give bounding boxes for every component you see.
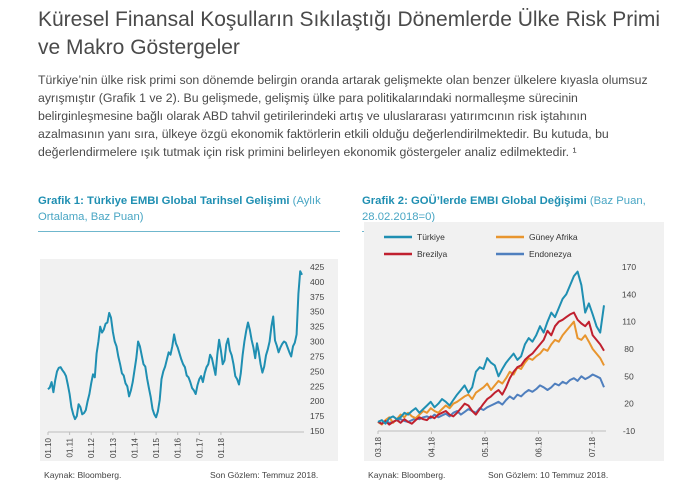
chart2-series-guney-afrika-line xyxy=(377,320,605,426)
chart2-y-tick-label: 50 xyxy=(624,371,634,381)
chart1-y-tick-label: 400 xyxy=(310,277,324,287)
fig1-source: Kaynak: Bloomberg. xyxy=(44,470,122,480)
chart2-y-tick-label: 140 xyxy=(622,289,636,299)
fig2-title-rest: (Baz Puan, 28.02.2018=0) xyxy=(362,195,646,223)
chart2-panel: Türkiye Güney Afrika Brezilya Endonezya 170 1… xyxy=(364,222,664,461)
chart1-y-tick-label: 425 xyxy=(310,262,324,272)
chart1-y-tick-label: 175 xyxy=(310,411,324,421)
chart2-legend-label-endonezya: Endonezya xyxy=(529,249,572,259)
chart1-x-tick-label: 01.18 xyxy=(217,437,226,458)
chart2-y-tick-label: -10 xyxy=(623,426,636,436)
chart2-svg: Türkiye Güney Afrika Brezilya Endonezya 170 1… xyxy=(374,232,636,457)
chart1-svg: 425 400 375 350 325 300 275 250 225 200 175 150 01.1… xyxy=(44,262,324,458)
chart2-x-tick-label: 04.18 xyxy=(428,436,437,457)
chart1-series-turkiye-line xyxy=(47,270,303,421)
chart1-y-tick-label: 300 xyxy=(310,337,324,347)
chart2-legend-label-turkiye: Türkiye xyxy=(417,232,445,242)
chart1-y-tick-label: 375 xyxy=(310,292,324,302)
chart2-x-tick-label: 07.18 xyxy=(588,436,597,457)
chart2-legend-label-brezilya: Brezilya xyxy=(417,249,448,259)
chart2-series-brezilya-line xyxy=(377,311,605,426)
chart1-y-tick-label: 275 xyxy=(310,351,324,361)
chart1-y-tick-label: 225 xyxy=(310,381,324,391)
fig1-title: Grafik 1: Türkiye EMBI Global Tarihsel G… xyxy=(38,193,338,225)
fig1-title-lead: Grafik 1: Türkiye EMBI Global Tarihsel G… xyxy=(38,195,290,207)
fig1-rule xyxy=(38,231,340,232)
chart2-x-tick-label: 06.18 xyxy=(535,436,544,457)
chart2-y-tick-label: 20 xyxy=(624,399,634,409)
intro-paragraph: Türkiye’nin ülke risk primi son dönemde … xyxy=(38,73,648,159)
chart1-y-tick-label: 350 xyxy=(310,307,324,317)
fig1-last-obs: Son Gözlem: Temmuz 2018. xyxy=(210,470,319,480)
chart1-x-tick-label: 01.10 xyxy=(44,437,53,458)
chart2-series-turkiye-line xyxy=(377,270,605,425)
chart1-x-tick-label: 01.16 xyxy=(174,437,183,458)
page-title: Küresel Finansal Koşulların Sıkılaştığı … xyxy=(38,8,661,59)
chart2-y-tick-label: 110 xyxy=(622,317,636,327)
fig2-source: Kaynak: Bloomberg. xyxy=(368,470,446,480)
fig1-title-rest: (Aylık Ortalama, Baz Puan) xyxy=(38,195,321,223)
chart1-y-tick-label: 325 xyxy=(310,322,324,332)
fig2-title: Grafik 2: GOÜ’lerde EMBI Global Değişimi… xyxy=(362,193,662,225)
chart2-x-tick-label: 03.18 xyxy=(374,436,383,457)
chart1-y-tick-label: 250 xyxy=(310,366,324,376)
chart1-x-tick-label: 01.14 xyxy=(130,437,139,458)
fig2-last-obs: Son Gözlem: 10 Temmuz 2018. xyxy=(488,470,609,480)
chart1-y-tick-label: 200 xyxy=(310,396,324,406)
chart2-y-tick-label: 170 xyxy=(622,262,636,272)
chart2-x-tick-label: 05.18 xyxy=(481,436,490,457)
chart2-legend-label-guney-afrika: Güney Afrika xyxy=(529,232,578,242)
chart1-x-tick-label: 01.15 xyxy=(152,437,161,458)
fig2-title-lead: Grafik 2: GOÜ’lerde EMBI Global Değişimi xyxy=(362,195,587,207)
chart1-y-tick-label: 150 xyxy=(310,426,324,436)
chart1-panel: 425 400 375 350 325 300 275 250 225 200 175 150 01.1… xyxy=(40,259,338,461)
chart1-x-tick-label: 01.11 xyxy=(66,437,75,457)
chart1-x-tick-label: 01.12 xyxy=(87,437,96,458)
chart2-y-tick-label: 80 xyxy=(624,344,634,354)
chart1-x-tick-label: 01.17 xyxy=(195,437,204,458)
chart1-x-tick-label: 01.13 xyxy=(109,437,118,458)
